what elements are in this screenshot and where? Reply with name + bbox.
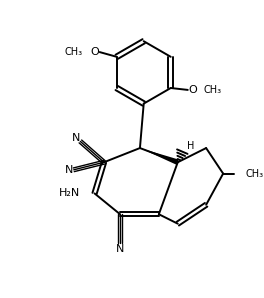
Text: N: N — [65, 165, 73, 175]
Polygon shape — [140, 148, 179, 165]
Text: O: O — [188, 85, 197, 95]
Text: CH₃: CH₃ — [64, 47, 83, 57]
Text: H: H — [187, 141, 195, 151]
Text: CH₃: CH₃ — [246, 169, 264, 179]
Text: N: N — [72, 133, 80, 143]
Text: O: O — [91, 47, 99, 57]
Text: N: N — [116, 244, 124, 254]
Text: CH₃: CH₃ — [204, 85, 222, 95]
Text: H₂N: H₂N — [59, 188, 80, 198]
